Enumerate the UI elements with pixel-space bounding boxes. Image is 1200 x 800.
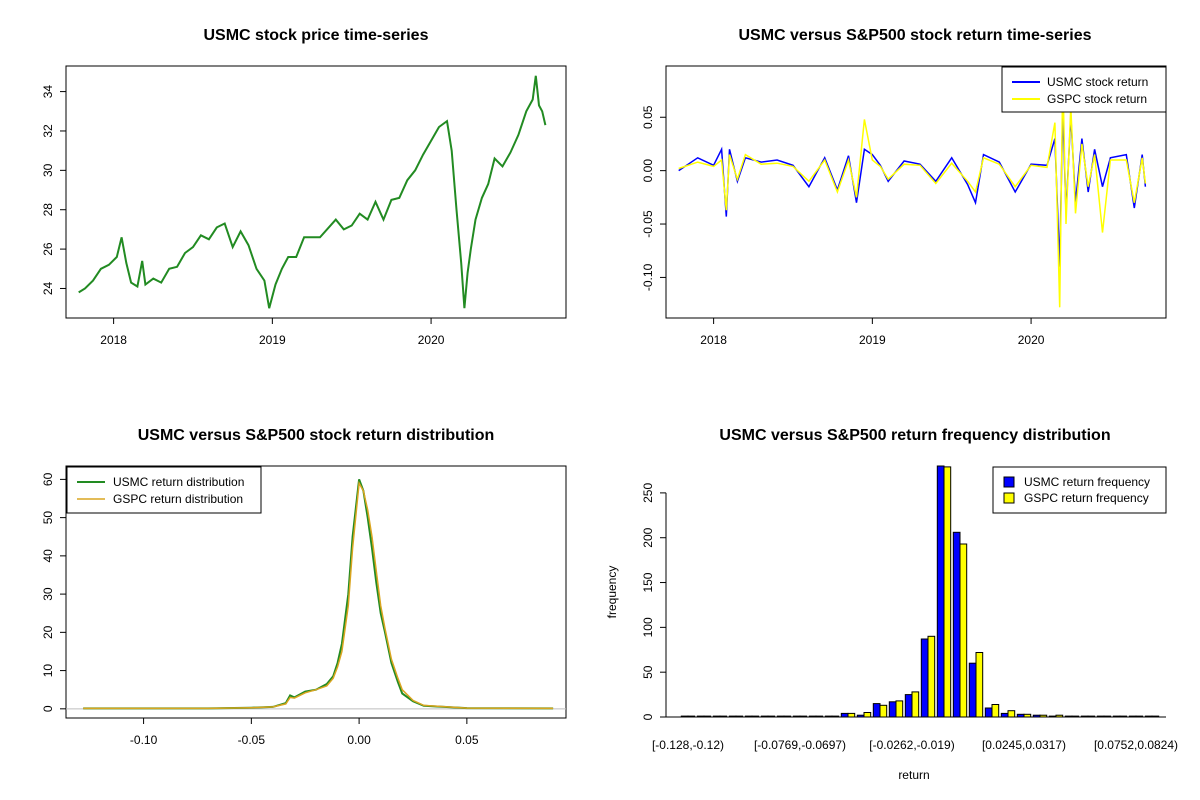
price-plot-box xyxy=(65,65,567,319)
frequency-y-tick-label: 0 xyxy=(641,713,655,720)
gspc-frequency-bar xyxy=(895,700,904,718)
density-x-tick-label: -0.05 xyxy=(238,733,266,747)
return-distribution-legend: USMC return distribution GSPC return dis… xyxy=(66,466,262,514)
legend-gspc-swatch xyxy=(1003,492,1015,504)
return-x-tick-label: 2018 xyxy=(700,333,727,347)
gspc-frequency-bar xyxy=(927,635,936,718)
gspc-frequency-bar xyxy=(975,652,984,718)
frequency-y-tick-label: 200 xyxy=(641,527,655,547)
bin-tick-label: [-0.0769,-0.0697) xyxy=(754,738,846,752)
return-frequency-y-axis: 0 50 100 150 200 250 xyxy=(641,483,667,720)
return-frequency-panel: USMC versus S&P500 return frequency dist… xyxy=(605,427,1178,782)
density-y-tick-label: 30 xyxy=(41,587,55,601)
frequency-y-tick-label: 250 xyxy=(641,483,655,503)
gspc-frequency-bar xyxy=(1007,710,1016,718)
legend-gspc-label: GSPC return distribution xyxy=(113,492,243,506)
price-y-tick-label: 28 xyxy=(41,203,55,217)
legend-gspc-label: GSPC stock return xyxy=(1047,92,1147,106)
density-y-tick-label: 40 xyxy=(41,549,55,563)
return-x-axis-label: return xyxy=(898,768,929,782)
return-timeseries-panel: USMC versus S&P500 stock return time-ser… xyxy=(641,27,1167,347)
return-y-tick-label: 0.00 xyxy=(641,159,655,183)
price-chart-panel: USMC stock price time-series 2018 2019 202… xyxy=(41,27,567,347)
return-frequency-x-axis: [-0.128,-0.12) [-0.0769,-0.0697) [-0.0262,… xyxy=(652,738,1178,752)
density-y-tick-label: 60 xyxy=(41,472,55,486)
gspc-frequency-bar xyxy=(879,704,888,718)
usmc-frequency-bar xyxy=(904,694,913,718)
bin-tick-label: [-0.0262,-0.019) xyxy=(869,738,954,752)
usmc-price-line xyxy=(78,75,547,309)
return-distribution-panel: USMC versus S&P500 stock return distribu… xyxy=(41,427,567,747)
legend-usmc-label: USMC return distribution xyxy=(113,475,244,489)
usmc-frequency-bar xyxy=(968,662,977,718)
return-y-tick-label: -0.05 xyxy=(641,210,655,238)
usmc-frequency-bar xyxy=(840,712,849,718)
bin-tick-label: [0.0245,0.0317) xyxy=(982,738,1066,752)
return-frequency-title: USMC versus S&P500 return frequency dist… xyxy=(719,427,1110,444)
price-x-tick-label: 2020 xyxy=(418,333,445,347)
price-y-tick-label: 30 xyxy=(41,163,55,177)
density-y-tick-label: 20 xyxy=(41,625,55,639)
usmc-frequency-bar xyxy=(952,531,961,718)
frequency-y-tick-label: 150 xyxy=(641,572,655,592)
return-y-tick-label: -0.10 xyxy=(641,263,655,291)
usmc-frequency-bar xyxy=(920,638,929,718)
legend-usmc-swatch xyxy=(1003,476,1015,488)
gspc-frequency-bar xyxy=(911,691,920,718)
gspc-density-line xyxy=(83,480,554,710)
usmc-frequency-bar xyxy=(936,465,945,718)
return-y-tick-label: 0.05 xyxy=(641,105,655,129)
frequency-y-tick-label: 50 xyxy=(641,665,655,679)
legend-gspc-label: GSPC return frequency xyxy=(1024,491,1149,505)
return-frequency-legend: USMC return frequency GSPC return freque… xyxy=(992,466,1167,514)
price-y-tick-label: 26 xyxy=(41,242,55,256)
density-y-tick-label: 10 xyxy=(41,664,55,678)
price-y-tick-label: 24 xyxy=(41,281,55,295)
return-timeseries-legend: USMC stock return GSPC stock return xyxy=(1001,66,1167,113)
legend-usmc-label: USMC return frequency xyxy=(1024,475,1150,489)
gspc-frequency-bar xyxy=(959,543,968,718)
legend-usmc-label: USMC stock return xyxy=(1047,75,1148,89)
frequency-y-axis-label: frequency xyxy=(605,566,619,619)
legend-box xyxy=(992,466,1167,514)
return-x-tick-label: 2019 xyxy=(859,333,886,347)
bin-tick-label: [-0.128,-0.12) xyxy=(652,738,724,752)
frequency-y-tick-label: 100 xyxy=(641,617,655,637)
price-x-tick-label: 2019 xyxy=(259,333,286,347)
price-x-tick-label: 2018 xyxy=(100,333,127,347)
density-y-tick-label: 50 xyxy=(41,511,55,525)
return-distribution-x-axis: -0.10 -0.05 0.00 0.05 xyxy=(130,717,479,747)
legend-box xyxy=(66,466,262,514)
price-y-tick-label: 34 xyxy=(41,85,55,99)
return-timeseries-title: USMC versus S&P500 stock return time-ser… xyxy=(738,27,1091,44)
return-x-tick-label: 2020 xyxy=(1018,333,1045,347)
gspc-frequency-bar xyxy=(863,712,872,718)
return-timeseries-y-axis: 0.05 0.00 -0.05 -0.10 xyxy=(641,105,666,291)
density-x-tick-label: 0.05 xyxy=(455,733,479,747)
usmc-frequency-bar xyxy=(888,701,897,718)
usmc-frequency-bar xyxy=(984,707,993,718)
return-distribution-y-axis: 0 10 20 30 40 50 60 xyxy=(41,472,66,712)
price-chart-title: USMC stock price time-series xyxy=(204,27,429,44)
gspc-frequency-bar xyxy=(991,704,1000,718)
density-x-tick-label: -0.10 xyxy=(130,733,158,747)
return-timeseries-x-axis: 2018 2019 2020 xyxy=(700,317,1045,347)
price-y-tick-label: 32 xyxy=(41,124,55,138)
gspc-frequency-bar xyxy=(847,712,856,718)
gspc-frequency-bar xyxy=(943,466,952,718)
return-distribution-title: USMC versus S&P500 stock return distribu… xyxy=(138,427,495,444)
bin-tick-label: [0.0752,0.0824) xyxy=(1094,738,1178,752)
density-y-tick-label: 0 xyxy=(41,705,55,712)
legend-box xyxy=(1001,66,1167,113)
usmc-density-line xyxy=(83,479,554,710)
density-x-tick-label: 0.00 xyxy=(347,733,371,747)
price-y-axis: 24 26 28 30 32 34 xyxy=(41,85,66,295)
usmc-frequency-bar xyxy=(1000,712,1009,718)
gspc-return-line xyxy=(678,74,1147,308)
usmc-frequency-bar xyxy=(872,703,881,718)
usmc-return-line xyxy=(678,106,1147,267)
price-x-axis: 2018 2019 2020 xyxy=(100,317,445,347)
